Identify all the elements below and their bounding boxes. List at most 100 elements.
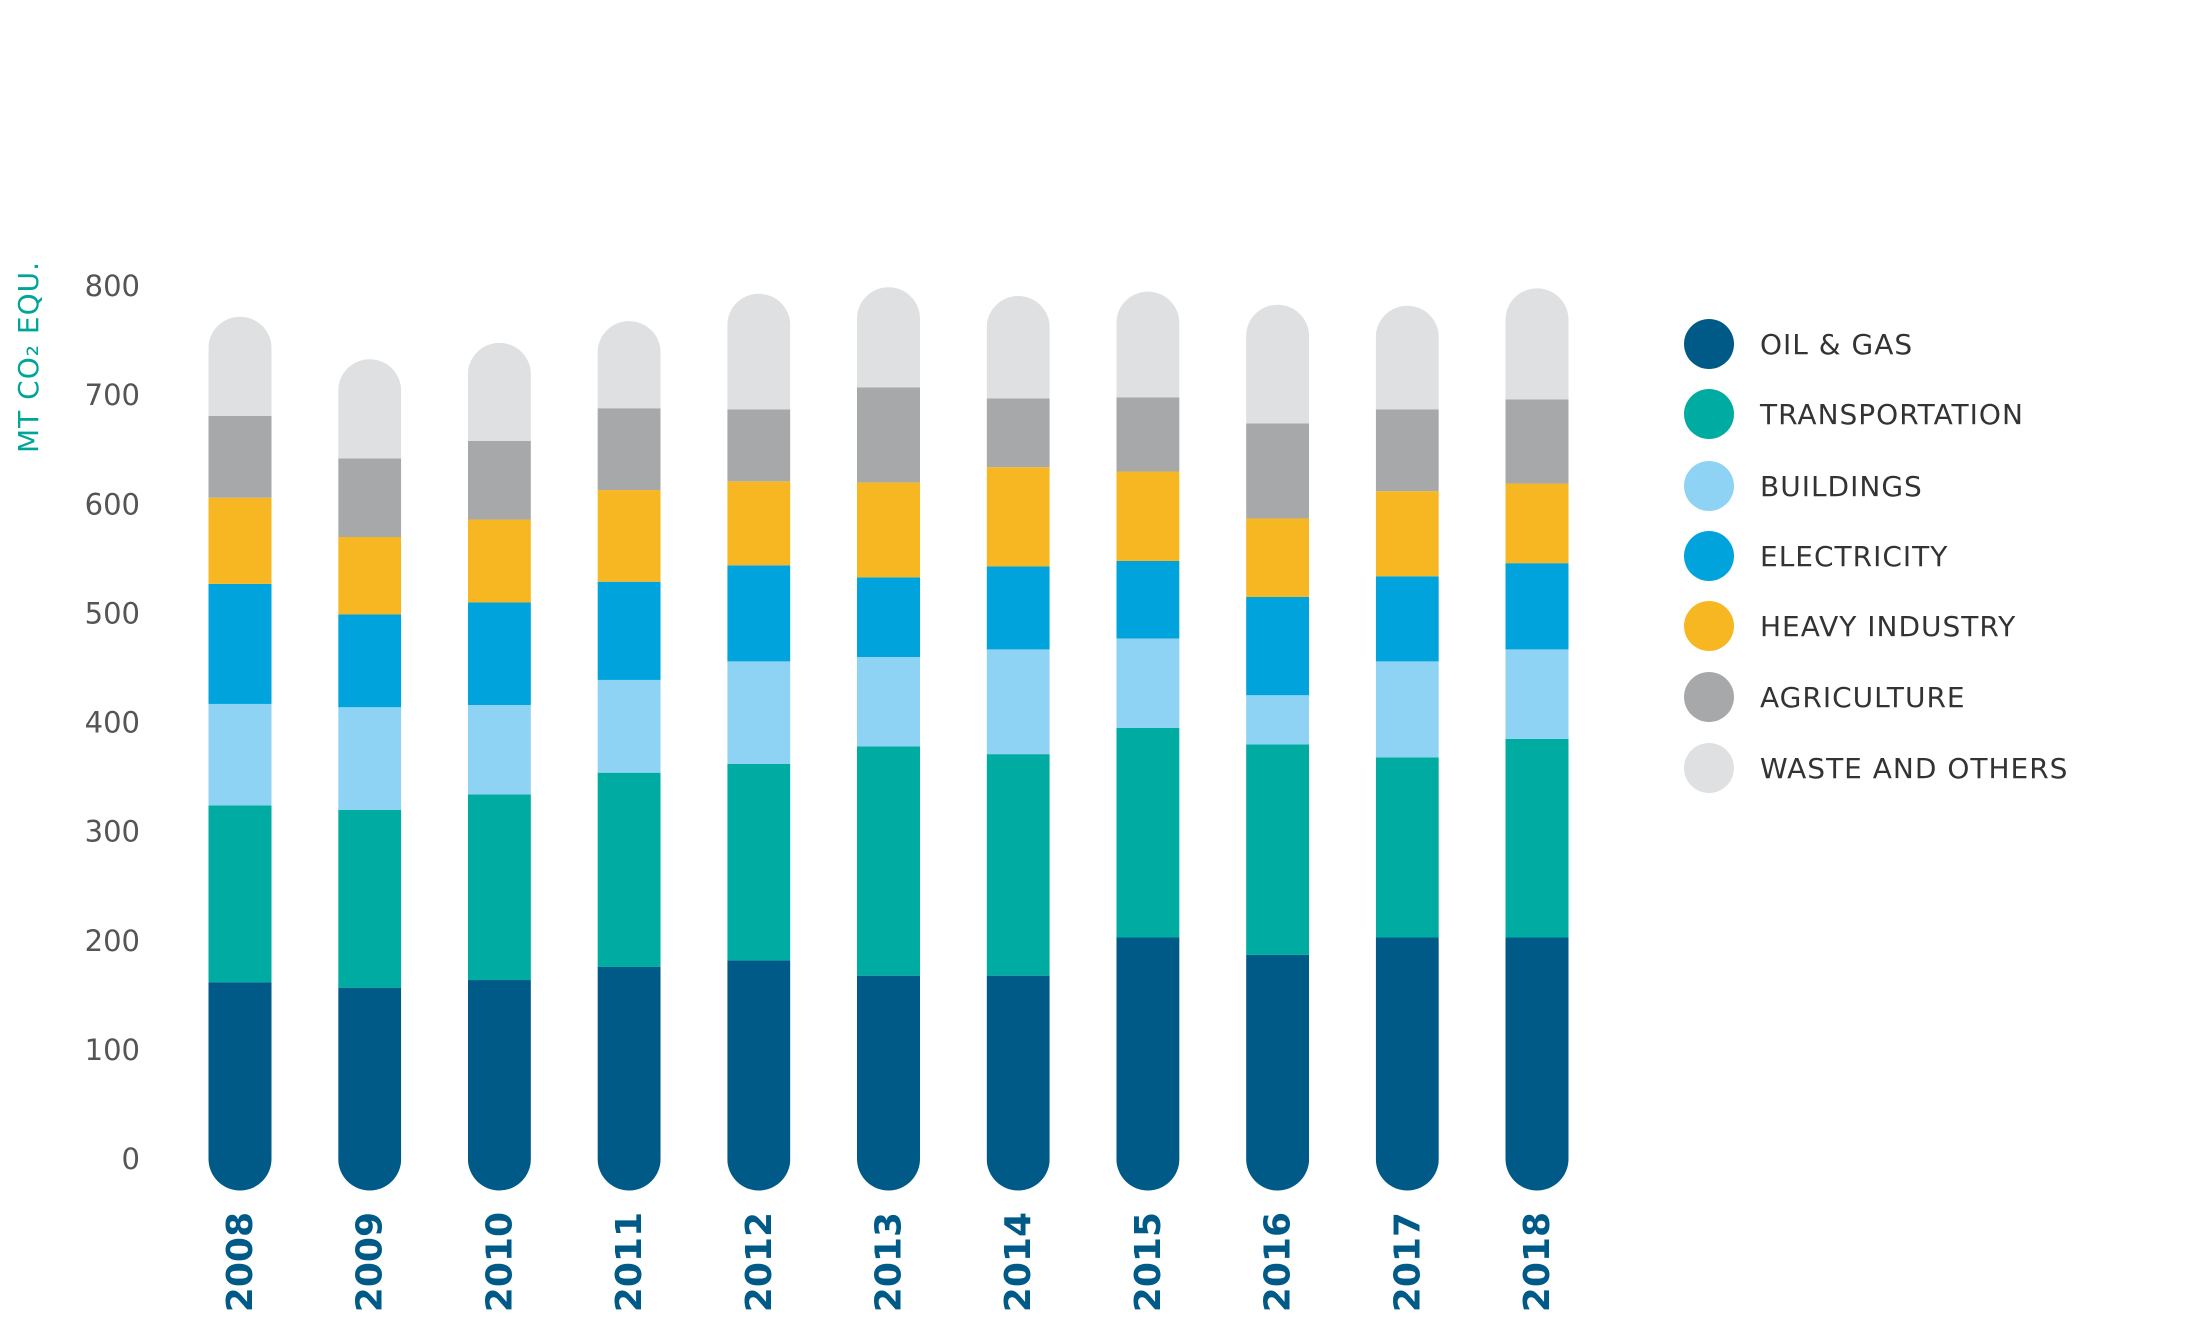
bar-segment — [1505, 288, 1569, 400]
bar-segment — [338, 809, 402, 988]
bar-stack-2011 — [597, 321, 661, 1191]
bar-segment — [467, 519, 531, 603]
bar-segment — [1246, 518, 1310, 598]
bar-stack-2018 — [1505, 288, 1569, 1191]
bar-segment — [986, 649, 1050, 755]
bar-stack-2016 — [1246, 304, 1310, 1191]
y-tick-label: 400 — [85, 706, 140, 740]
legend-label: ELECTRICITY — [1760, 540, 1948, 573]
bar-segment — [338, 536, 402, 615]
bar-segment — [208, 415, 272, 498]
legend-swatch — [1684, 461, 1734, 511]
bar-segment — [338, 614, 402, 708]
bars — [208, 287, 1569, 1191]
x-axis-ticks: 2008 2009 2010 2011 2012 2013 2014 2015 2016 2017… — [220, 1212, 1558, 1312]
bar-segment — [1246, 597, 1310, 696]
bar-segment — [597, 679, 661, 773]
bar-segment — [857, 287, 920, 388]
bar-segment — [467, 794, 531, 981]
legend-swatch — [1684, 601, 1734, 651]
bar-stack-2009 — [338, 359, 402, 1191]
bar-segment — [1375, 757, 1439, 938]
bar-segment — [1505, 937, 1569, 1191]
x-tick-label: 2013 — [869, 1212, 910, 1312]
bar-segment — [986, 467, 1050, 567]
bar-segment — [1375, 661, 1439, 758]
bar-segment — [727, 960, 791, 1191]
bar-stack-2015 — [1116, 291, 1180, 1191]
legend-swatch — [1684, 319, 1734, 369]
bar-segment — [467, 980, 531, 1191]
bar-segment — [1246, 423, 1310, 519]
bar-segment — [857, 482, 920, 578]
bar-segment — [1116, 291, 1180, 398]
bar-segment — [208, 583, 272, 704]
bar-segment — [1505, 649, 1569, 739]
bar-stack-2012 — [727, 293, 791, 1191]
bar-segment — [1246, 954, 1310, 1191]
y-tick-label: 300 — [85, 815, 140, 849]
bar-segment — [1246, 695, 1310, 745]
bar-segment — [208, 703, 272, 806]
legend-label: TRANSPORTATION — [1759, 398, 2024, 431]
bar-segment — [727, 763, 791, 961]
bar-segment — [986, 398, 1050, 468]
legend-swatch — [1684, 672, 1734, 722]
legend-label: AGRICULTURE — [1760, 681, 1966, 714]
y-tick-label: 0 — [122, 1142, 140, 1176]
legend-swatch — [1684, 531, 1734, 581]
bar-segment — [338, 458, 402, 537]
bar-segment — [597, 490, 661, 582]
bar-segment — [467, 440, 531, 520]
y-tick-label: 800 — [85, 269, 140, 303]
bar-segment — [597, 581, 661, 680]
y-tick-label: 100 — [85, 1033, 140, 1067]
bar-segment — [597, 321, 661, 409]
bar-stack-2008 — [208, 316, 272, 1191]
y-axis-ticks: 0 100 200 300 400 500 600 700 800 — [85, 269, 140, 1176]
bar-segment — [1375, 491, 1439, 577]
legend-label: OIL & GAS — [1760, 328, 1913, 361]
x-tick-label: 2010 — [479, 1212, 520, 1312]
bar-segment — [1505, 738, 1569, 938]
bar-segment — [338, 707, 402, 810]
bar-segment — [727, 661, 791, 764]
y-tick-label: 600 — [85, 487, 140, 521]
x-tick-label: 2016 — [1258, 1212, 1299, 1312]
bar-segment — [467, 705, 531, 795]
bar-segment — [857, 746, 920, 976]
bar-segment — [1116, 937, 1180, 1191]
bar-stack-2017 — [1375, 305, 1439, 1191]
bar-stack-2014 — [986, 295, 1050, 1191]
x-tick-label: 2015 — [1128, 1212, 1169, 1312]
bar-segment — [1375, 937, 1439, 1191]
bar-segment — [986, 754, 1050, 976]
bar-segment — [1116, 638, 1180, 728]
bar-segment — [208, 805, 272, 983]
bar-segment — [597, 408, 661, 491]
y-tick-label: 500 — [85, 596, 140, 630]
bar-segment — [1116, 471, 1180, 561]
x-tick-label: 2014 — [998, 1212, 1039, 1312]
bar-segment — [208, 497, 272, 584]
bar-stack-2013 — [857, 287, 920, 1191]
bar-segment — [1116, 397, 1180, 472]
y-tick-label: 700 — [85, 378, 140, 412]
bar-segment — [1375, 305, 1439, 410]
x-tick-label: 2011 — [609, 1212, 650, 1312]
bar-segment — [1505, 399, 1569, 484]
legend-swatch — [1684, 743, 1734, 793]
x-tick-label: 2009 — [350, 1212, 391, 1312]
bar-segment — [857, 657, 920, 747]
bar-segment — [857, 577, 920, 658]
x-tick-label: 2017 — [1387, 1212, 1428, 1312]
bar-segment — [467, 602, 531, 706]
bar-segment — [986, 295, 1050, 399]
bar-segment — [727, 293, 791, 410]
bar-segment — [727, 481, 791, 566]
bar-segment — [338, 987, 402, 1191]
bar-segment — [986, 566, 1050, 650]
x-tick-label: 2008 — [220, 1212, 261, 1312]
x-tick-label: 2018 — [1517, 1212, 1558, 1312]
